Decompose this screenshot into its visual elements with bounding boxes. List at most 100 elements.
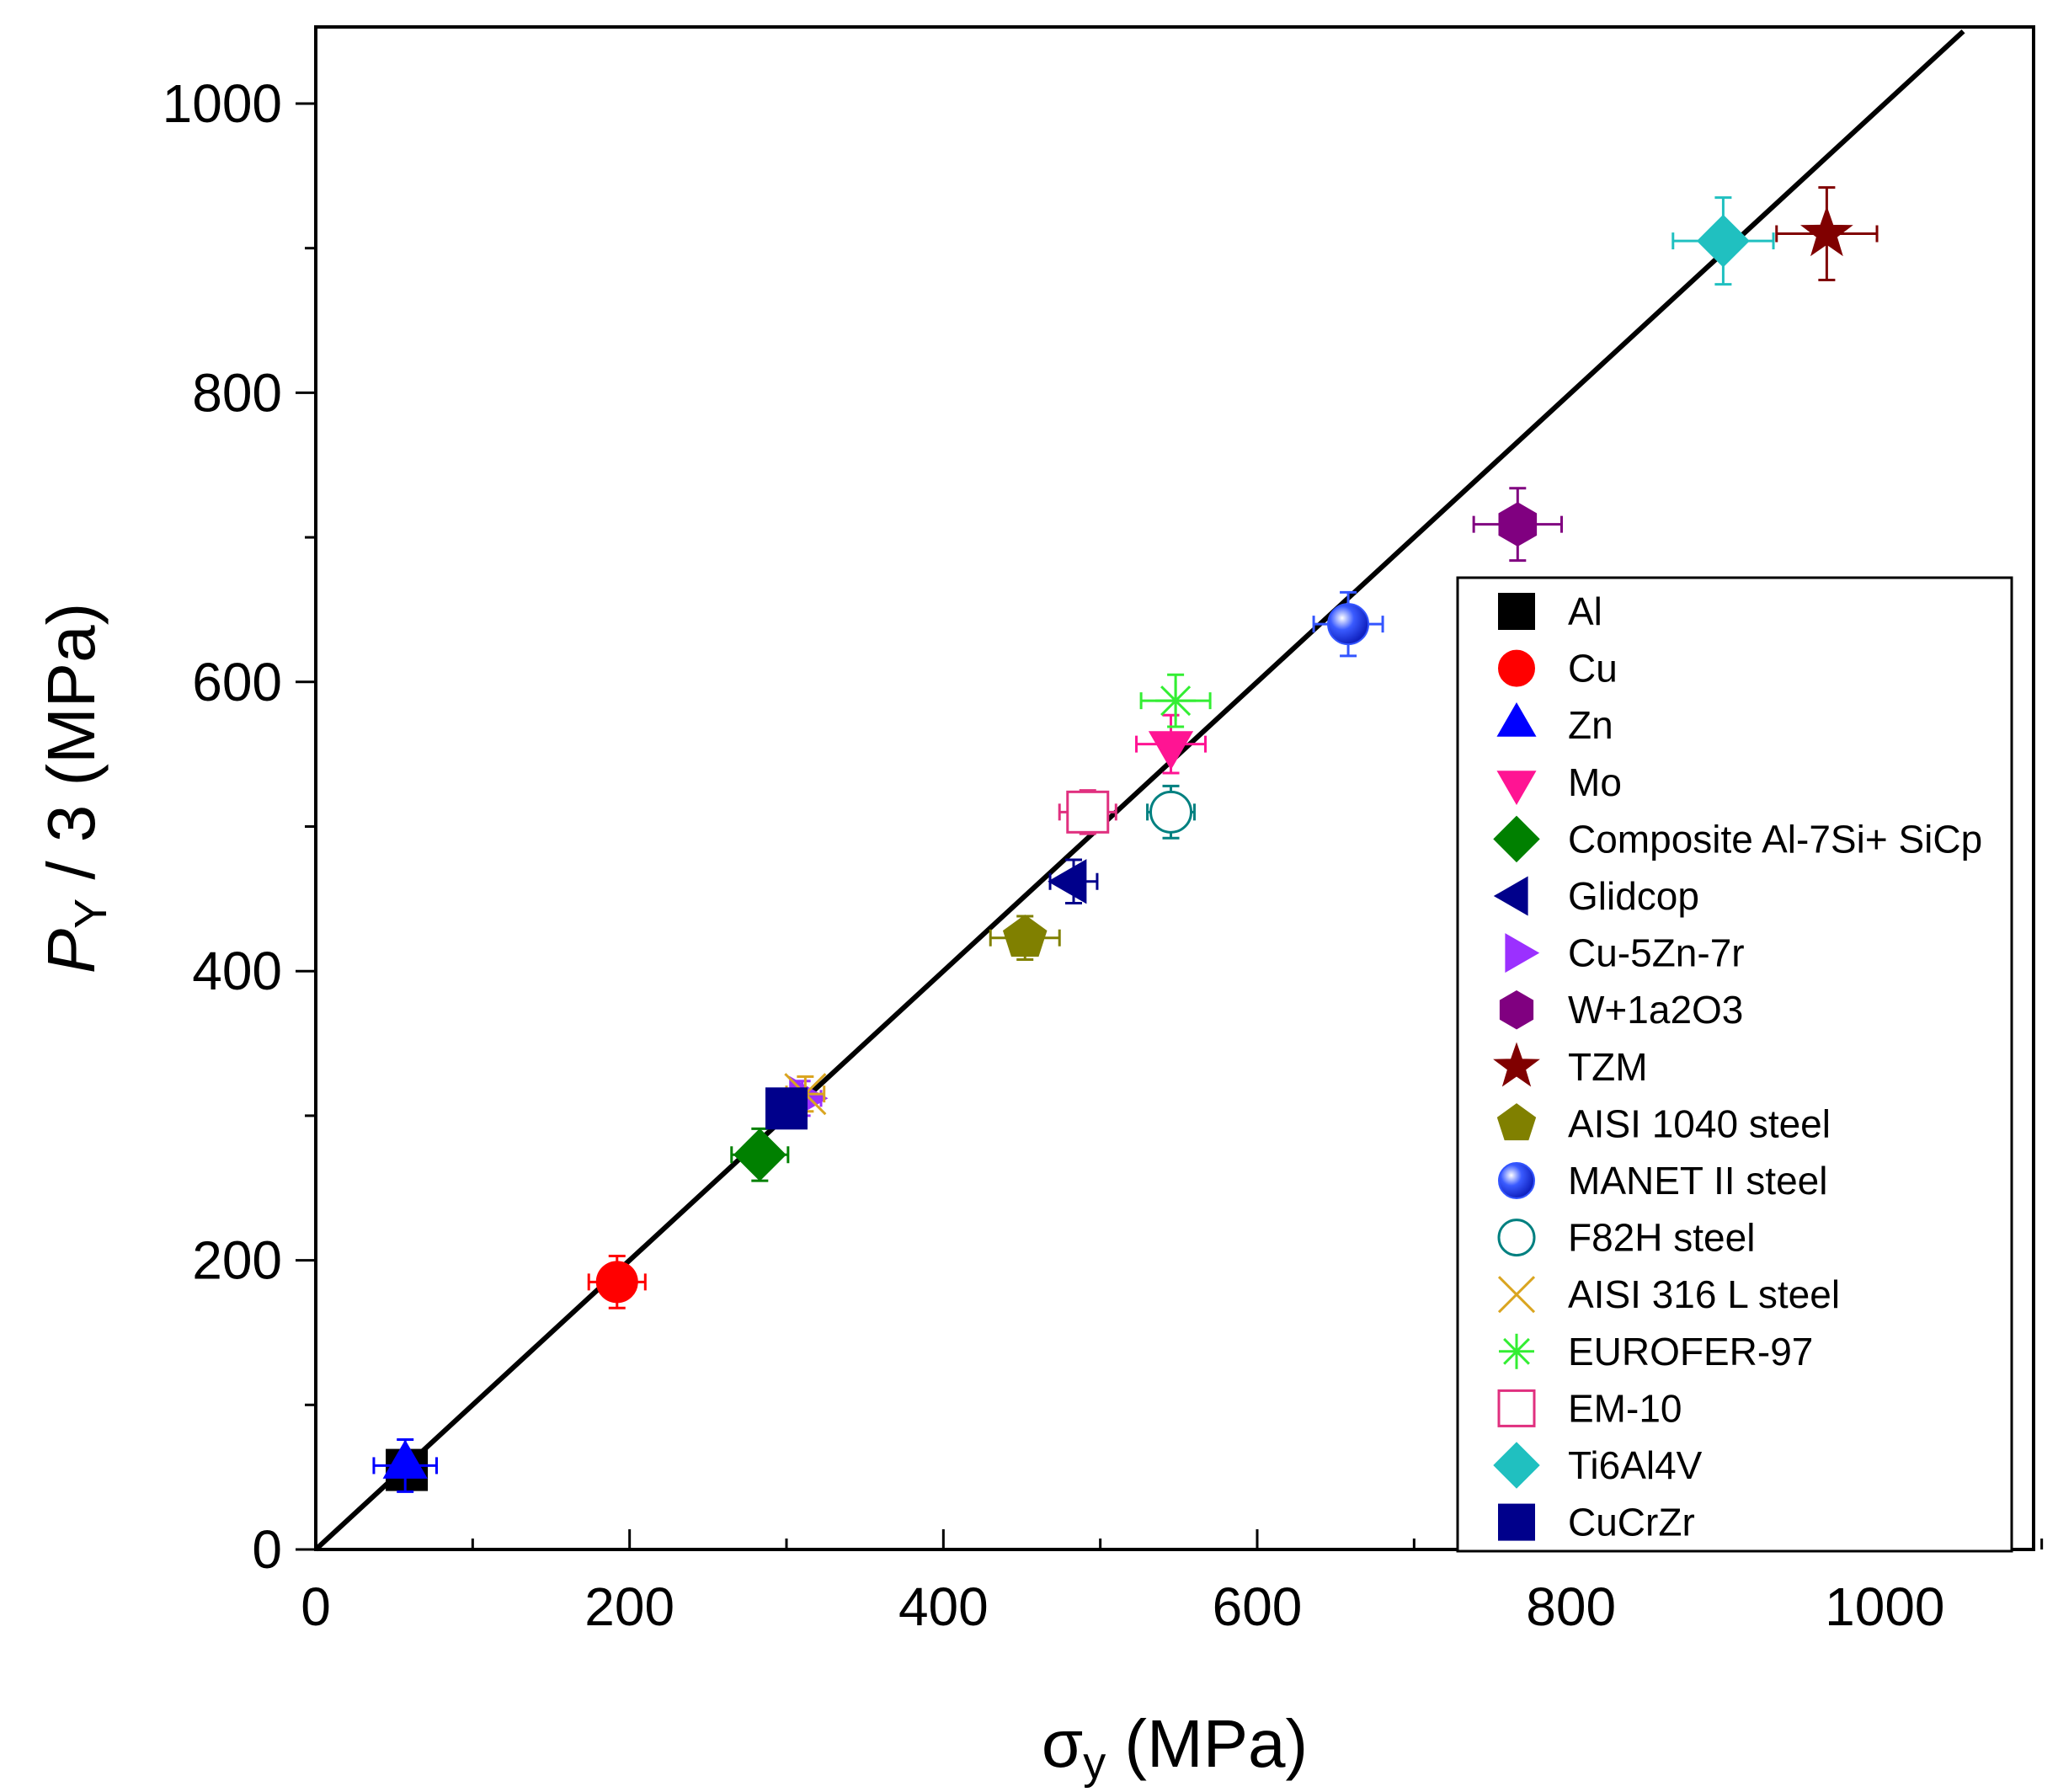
plot-frame [314, 25, 2035, 1551]
legend-entry: Mo [1496, 760, 1622, 806]
legend-label: AISI 1040 steel [1568, 1101, 1831, 1145]
point-marker [1799, 205, 1853, 257]
legend-marker [1497, 1276, 1536, 1314]
legend-label: Glidcop [1568, 874, 1699, 918]
marker-pentagon [1496, 1103, 1537, 1141]
data-point [765, 1087, 808, 1130]
data-point [1775, 186, 1879, 281]
legend-label: F82H steel [1568, 1216, 1755, 1260]
marker-circle [1498, 649, 1535, 687]
legend-marker [1493, 1042, 1540, 1087]
legend-entry: W+1a2O3 [1499, 988, 1743, 1032]
data-point [587, 1254, 647, 1309]
x-tick-label: 600 [1213, 1576, 1303, 1637]
marker-sphere [1327, 603, 1370, 646]
marker-asterisk [1503, 1337, 1530, 1365]
marker-circle [1149, 790, 1193, 834]
legend-entry: Zn [1496, 701, 1613, 747]
legend-marker [1497, 1219, 1536, 1257]
legend-label: EM-10 [1568, 1386, 1682, 1430]
y-tick-label: 1000 [163, 73, 282, 134]
point-marker [1002, 915, 1048, 957]
legend-entry: AISI 316 L steel [1497, 1272, 1840, 1316]
x-axis-ticks: 0 200 400 600 800 1000 [301, 1529, 2044, 1637]
data-point [1048, 858, 1099, 905]
point-marker [765, 1087, 808, 1130]
point-marker [1498, 502, 1538, 547]
data-point [372, 1438, 438, 1493]
legend-marker [1498, 1503, 1535, 1541]
marker-triangle-down [1148, 731, 1194, 771]
legend-entry: F82H steel [1497, 1216, 1755, 1260]
legend: Al Cu Zn Mo Composite Al-7Si+ SiCp Glidcop Cu-… [1456, 576, 2013, 1553]
legend-entry: CuCrZr [1498, 1501, 1695, 1544]
data-point [1058, 789, 1117, 835]
marker-hexagon [1498, 502, 1538, 547]
x-axis-title-symbol: σ [1042, 1706, 1083, 1781]
legend-marker [1497, 1389, 1536, 1427]
legend-marker [1499, 1333, 1534, 1369]
legend-entry: MANET II steel [1498, 1159, 1827, 1203]
legend-label: TZM [1568, 1045, 1648, 1089]
legend-marker [1496, 771, 1537, 806]
point-marker [733, 1128, 786, 1181]
data-point [730, 1127, 790, 1182]
x-tick-label: 1000 [1825, 1576, 1944, 1637]
legend-marker [1496, 701, 1537, 737]
point-marker [595, 1261, 638, 1304]
legend-label: Al [1568, 589, 1602, 633]
point-marker [1696, 214, 1750, 268]
legend-marker [1498, 593, 1535, 630]
marker-hexagon [1499, 989, 1534, 1030]
marker-triangle-up [1496, 701, 1537, 737]
legend-entry: TZM [1493, 1042, 1648, 1089]
legend-entry: Al [1498, 589, 1602, 633]
marker-circle [1497, 1219, 1536, 1257]
data-point [1146, 784, 1196, 840]
legend-entry: EUROFER-97 [1499, 1330, 1813, 1373]
marker-asterisk [1160, 685, 1192, 717]
marker-circle [595, 1261, 638, 1304]
legend-entry: Cu-5Zn-7r [1505, 931, 1745, 975]
marker-square [1066, 790, 1110, 834]
marker-triangle-left [1048, 859, 1087, 904]
legend-label: Cu-5Zn-7r [1568, 931, 1745, 975]
data-point [1671, 196, 1775, 286]
legend-marker [1496, 1103, 1537, 1141]
legend-label: AISI 316 L steel [1568, 1272, 1840, 1316]
marker-square [1498, 1503, 1535, 1541]
legend-marker [1498, 1162, 1535, 1199]
marker-sphere [1498, 1162, 1535, 1199]
data-point [1139, 673, 1212, 728]
x-tick-label: 0 [301, 1576, 331, 1637]
marker-diamond [1493, 1442, 1540, 1489]
legend-entry: Glidcop [1493, 874, 1699, 918]
point-marker [1149, 790, 1193, 834]
y-tick-label: 800 [192, 362, 282, 423]
x-tick-label: 200 [584, 1576, 674, 1637]
point-marker [1155, 680, 1197, 722]
point-marker [1066, 790, 1110, 834]
legend-marker [1498, 649, 1535, 687]
y-tick-label: 600 [192, 652, 282, 712]
legend-marker [1499, 989, 1534, 1030]
data-points-layer [372, 186, 1879, 1493]
marker-square [765, 1087, 808, 1130]
legend-marker [1493, 1442, 1540, 1489]
legend-label: MANET II steel [1568, 1159, 1827, 1203]
fit-line [313, 29, 1965, 1552]
legend-label: EUROFER-97 [1568, 1330, 1813, 1373]
legend-label: Cu [1568, 647, 1618, 691]
fit-line-layer [313, 29, 1965, 1552]
y-axis-title: PY / 3 (MPa) [34, 603, 116, 974]
y-axis-title-subscript: Y [66, 899, 116, 929]
legend-entry: Cu [1498, 647, 1618, 691]
data-point [1472, 487, 1563, 563]
y-axis-title-rest: / 3 (MPa) [34, 603, 109, 899]
point-marker [1327, 603, 1370, 646]
marker-x [1497, 1276, 1536, 1314]
marker-pentagon [1002, 915, 1048, 957]
y-tick-label: 0 [252, 1519, 282, 1580]
x-tick-label: 400 [898, 1576, 989, 1637]
